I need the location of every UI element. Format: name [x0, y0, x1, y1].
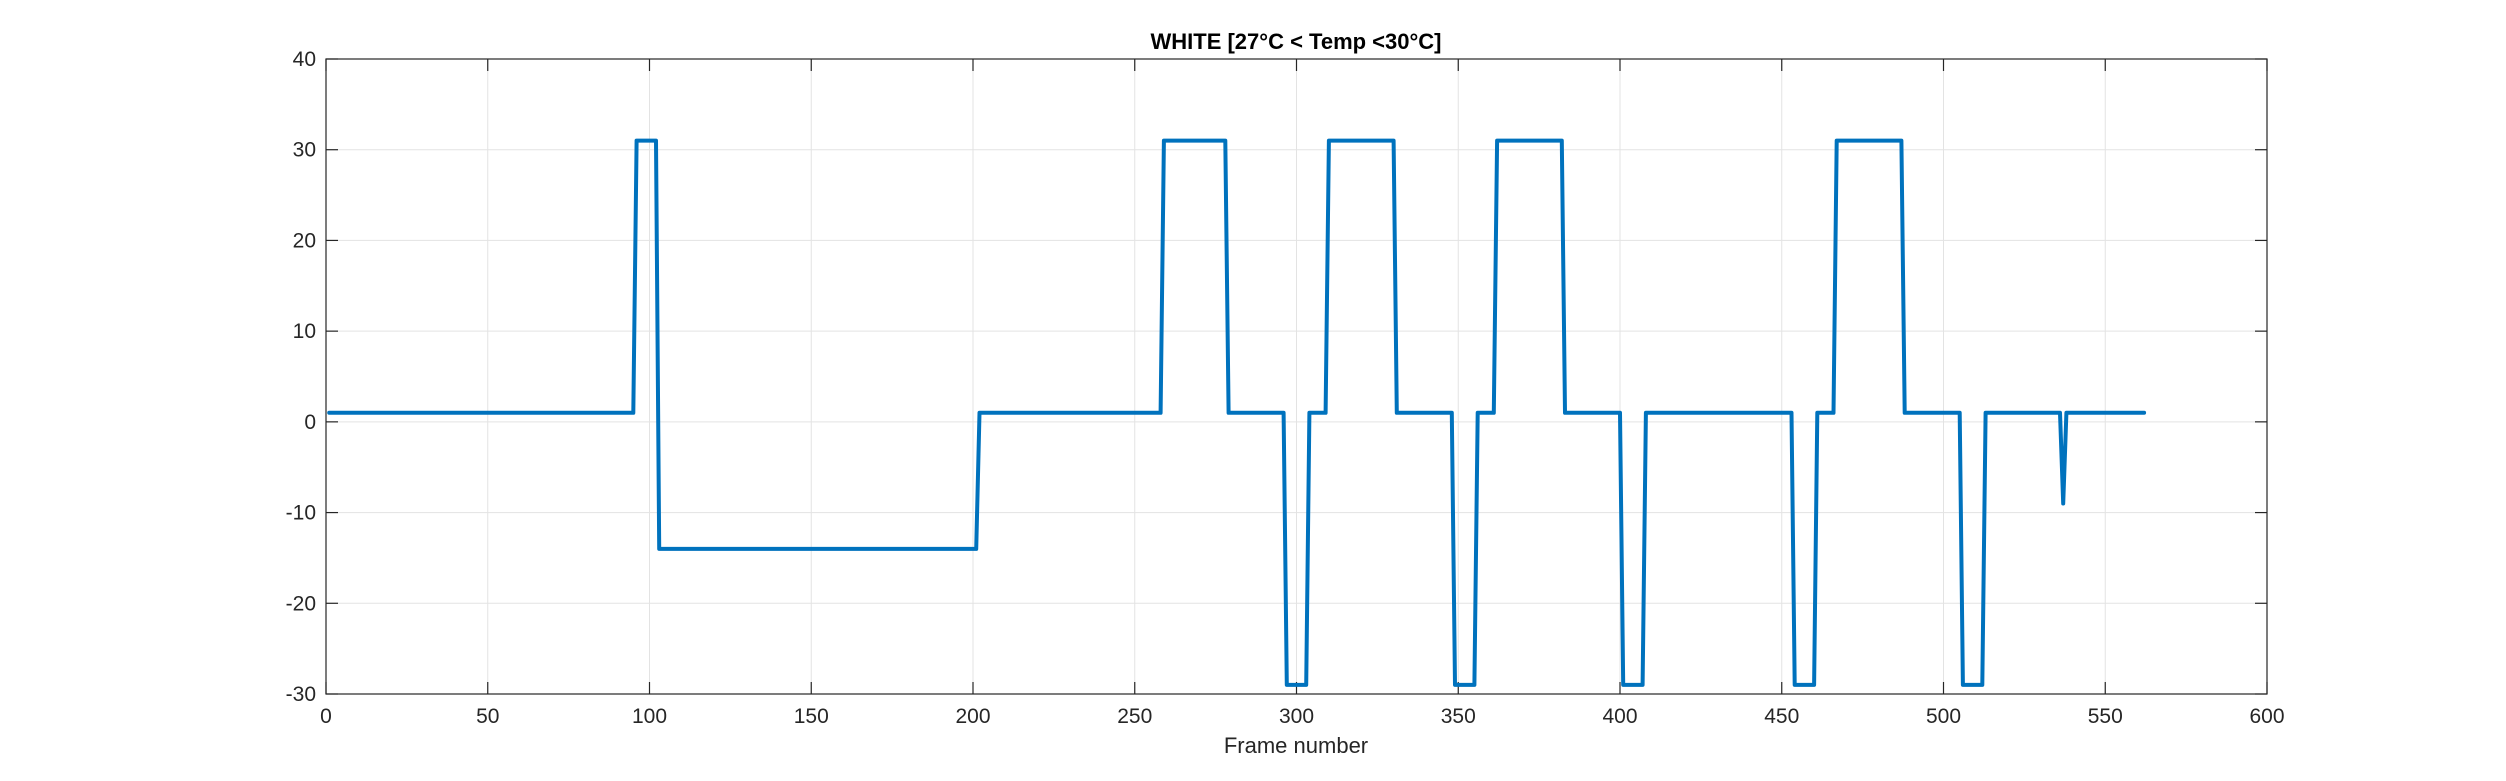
y-tick-label: -20	[286, 592, 316, 615]
x-tick-label: 500	[1926, 705, 1961, 728]
x-axis-title: Frame number	[1224, 733, 1368, 758]
y-tick-label: 30	[293, 139, 316, 162]
x-tick-label: 200	[955, 705, 990, 728]
x-tick-label: 50	[476, 705, 499, 728]
axis-ticks	[325, 58, 2268, 695]
x-tick-label: 550	[2088, 705, 2123, 728]
y-tick-label: 0	[304, 411, 316, 434]
y-tick-label: 20	[293, 229, 316, 252]
chart-title: WHITE [27°C < Temp <30°C]	[1150, 29, 1441, 54]
x-tick-label: 350	[1441, 705, 1476, 728]
x-tick-label: 250	[1117, 705, 1152, 728]
series-layer	[327, 138, 2147, 687]
y-tick-label: 40	[293, 48, 316, 71]
series-line	[327, 138, 2147, 687]
x-tick-label: 600	[2249, 705, 2284, 728]
x-tick-label: 0	[320, 705, 332, 728]
x-tick-label: 450	[1764, 705, 1799, 728]
x-tick-label: 400	[1602, 705, 1637, 728]
tick-labels: 0 50 100 150 200 250 300 350 400 450 500 550 600-30-…	[286, 48, 2285, 728]
y-tick-label: -10	[286, 502, 316, 525]
y-tick-label: -30	[286, 683, 316, 706]
x-tick-label: 300	[1279, 705, 1314, 728]
x-tick-label: 100	[632, 705, 667, 728]
y-tick-label: 10	[293, 320, 316, 343]
x-tick-label: 150	[794, 705, 829, 728]
